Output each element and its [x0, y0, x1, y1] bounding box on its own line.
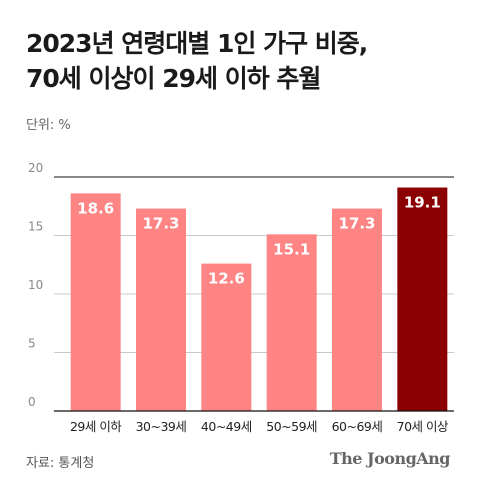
y-tick-label: 15: [28, 220, 43, 234]
y-tick-label: 0: [28, 395, 36, 409]
bar-value-label: 17.3: [338, 215, 375, 233]
bar-value-label: 19.1: [404, 194, 441, 212]
bar-value-label: 18.6: [77, 199, 114, 217]
x-category-label: 70세 이상: [397, 419, 449, 434]
source-label: 자료: 통계청: [26, 456, 95, 471]
unit-label: 단위: %: [26, 118, 71, 133]
bar-value-label: 12.6: [208, 270, 245, 288]
chart-title: 2023년 연령대별 1인 가구 비중, 70세 이상이 29세 이하 추월: [26, 26, 466, 96]
x-category-label: 40~49세: [201, 419, 252, 434]
brand-logo: The JoongAng: [329, 449, 451, 468]
title-line-2: 70세 이상이 29세 이하 추월: [26, 64, 321, 93]
y-tick-label: 20: [28, 161, 43, 175]
y-tick-label: 5: [28, 337, 36, 351]
x-category-label: 60~69세: [332, 419, 383, 434]
x-category-label: 30~39세: [136, 419, 187, 434]
bar: [70, 193, 121, 411]
bar: [201, 263, 252, 411]
bar-value-label: 17.3: [142, 215, 179, 233]
x-category-label: 50~59세: [266, 419, 317, 434]
bar: [332, 208, 382, 411]
bar: [266, 234, 317, 411]
title-line-1: 2023년 연령대별 1인 가구 비중,: [26, 29, 368, 58]
y-tick-label: 10: [28, 278, 43, 292]
x-category-label: 29세 이하: [70, 419, 122, 434]
bar: [397, 187, 448, 411]
bar: [136, 208, 186, 411]
bar-value-label: 15.1: [273, 240, 310, 258]
